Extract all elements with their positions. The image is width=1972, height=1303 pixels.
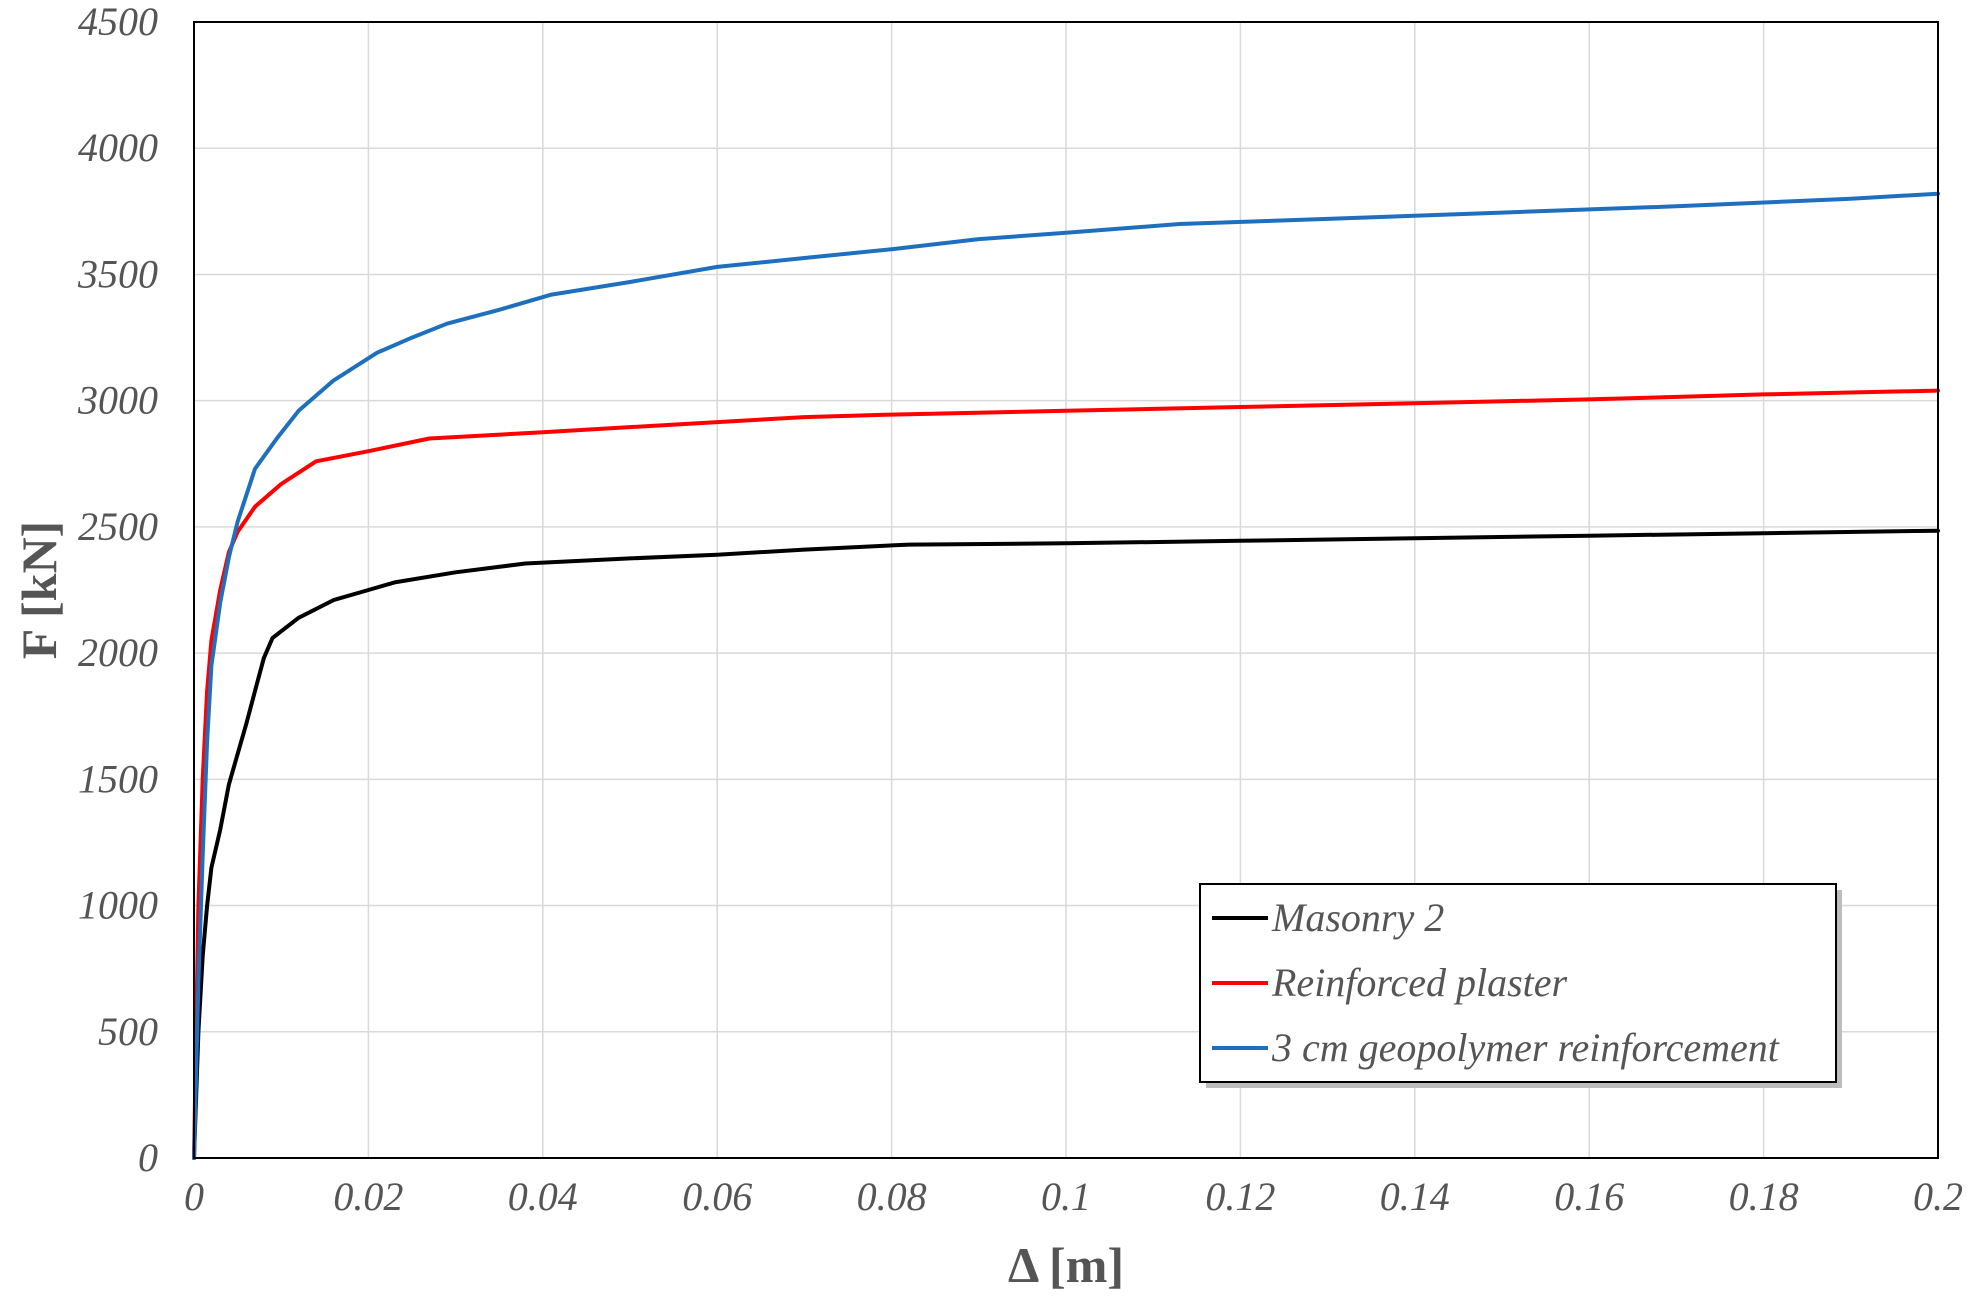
x-tick-label: 0.02	[333, 1174, 403, 1219]
y-tick-label: 3500	[77, 251, 158, 296]
y-tick-label: 1500	[78, 756, 158, 801]
x-tick-label: 0.12	[1205, 1174, 1275, 1219]
x-tick-label: 0.06	[682, 1174, 752, 1219]
y-axis-label: F [kN]	[11, 521, 67, 659]
x-tick-label: 0.16	[1554, 1174, 1624, 1219]
x-tick-label: 0.1	[1041, 1174, 1091, 1219]
y-tick-label: 2000	[78, 630, 158, 675]
series-line-1	[192, 528, 1940, 1160]
plot-frame	[193, 21, 1939, 1159]
x-tick-label: 0.14	[1380, 1174, 1450, 1219]
legend-label: Masonry 2	[1271, 895, 1444, 940]
series-line-3	[192, 191, 1940, 1160]
x-tick-label: 0.2	[1913, 1174, 1963, 1219]
y-tick-label: 4500	[78, 0, 158, 44]
y-tick-label: 1000	[78, 883, 158, 928]
x-axis-label: Δ [m]	[1008, 1237, 1124, 1293]
x-tick-labels: 0 0.02 0.04 0.06 0.08 0.1 0.12 0.14 0.16 0.18 0.2	[184, 1174, 1963, 1219]
y-tick-label: 2500	[78, 504, 158, 549]
series-line-2	[192, 388, 1940, 1160]
y-tick-label: 0	[138, 1135, 158, 1180]
series-lines	[192, 191, 1940, 1160]
legend: Masonry 2 Reinforced plaster 3 cm geopolym…	[1199, 883, 1842, 1088]
legend-label: Reinforced plaster	[1271, 960, 1568, 1005]
y-tick-label: 3000	[77, 378, 158, 423]
y-tick-label: 4000	[78, 125, 158, 170]
x-tick-label: 0.04	[508, 1174, 578, 1219]
legend-label: 3 cm geopolymer reinforcement	[1271, 1025, 1780, 1070]
x-tick-label: 0.18	[1729, 1174, 1799, 1219]
x-tick-label: 0	[184, 1174, 204, 1219]
x-tick-label: 0.08	[857, 1174, 927, 1219]
legend-box	[1199, 883, 1837, 1083]
y-tick-label: 500	[98, 1009, 158, 1054]
y-tick-labels: 0 500 1000 1500 2000 2500 3000 3500 4000 4500	[77, 0, 158, 1180]
